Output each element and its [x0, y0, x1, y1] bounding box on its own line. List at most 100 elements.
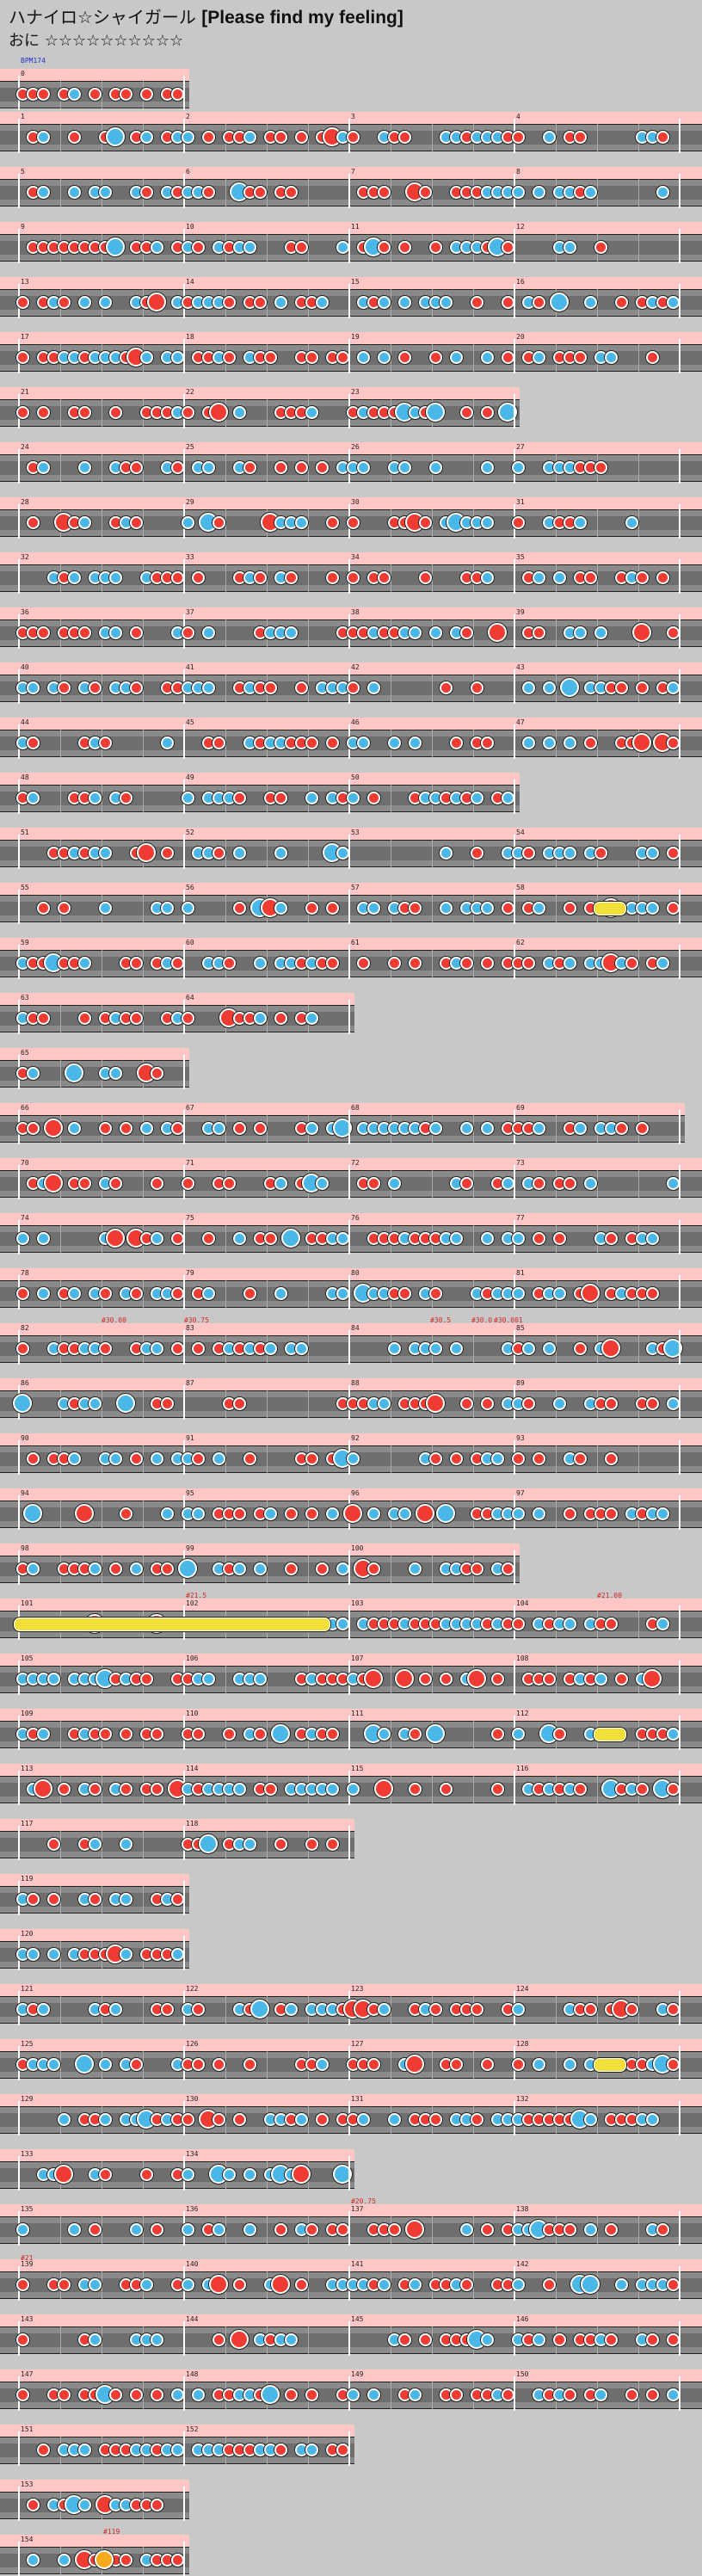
measure-number: 120 — [21, 1930, 34, 1938]
don-note — [108, 1176, 122, 1190]
don-note — [490, 1782, 504, 1796]
measure-number: 52 — [186, 829, 194, 836]
don-note — [129, 515, 143, 529]
measure-number: 97 — [516, 1489, 525, 1497]
gogo-band — [0, 2535, 189, 2547]
drumroll-bar — [594, 1728, 626, 1741]
gogo-band — [184, 1103, 685, 1115]
don-note — [449, 736, 463, 749]
ka-note — [253, 1011, 267, 1025]
don-note — [36, 901, 50, 915]
don-note — [604, 1507, 618, 1520]
don-note — [88, 2222, 102, 2236]
ka-note — [511, 1507, 525, 1520]
chart-row: 59 60 61 62 — [0, 938, 702, 979]
don-note — [191, 1727, 205, 1741]
beat-line — [60, 1060, 61, 1088]
beat-line — [308, 234, 309, 262]
ka-note — [150, 2333, 163, 2346]
measure-number: 113 — [21, 1765, 34, 1772]
ka-note — [88, 2333, 102, 2346]
gogo-band — [0, 222, 702, 234]
don-note — [563, 1507, 576, 1520]
measure-bar-line — [679, 1661, 680, 1695]
don-note — [346, 130, 360, 144]
don-note — [139, 2167, 153, 2181]
don-big-note — [343, 1504, 362, 1523]
don-note — [57, 295, 71, 309]
beat-line — [432, 124, 433, 151]
ka-note — [625, 515, 638, 529]
scroll-change-label: #30.001 — [494, 1316, 523, 1324]
ka-note — [366, 1507, 380, 1520]
drumroll-bar — [594, 2058, 626, 2072]
ka-note — [511, 460, 525, 474]
measure-bar-line — [679, 119, 680, 153]
don-note — [366, 791, 380, 804]
ka-note — [645, 901, 659, 915]
don-note — [294, 2277, 308, 2291]
don-note — [191, 1341, 205, 1355]
ka-note — [387, 1176, 401, 1190]
ka-big-note — [106, 237, 125, 256]
ka-note — [170, 2443, 184, 2456]
ka-note — [98, 2112, 112, 2126]
measure-number: 14 — [186, 278, 194, 286]
ka-note — [181, 2222, 194, 2236]
measure-number: 89 — [516, 1379, 525, 1387]
measure-number: 5 — [21, 168, 25, 176]
measure-bar-line — [679, 669, 680, 704]
measure-number: 22 — [186, 388, 194, 396]
gogo-band — [0, 828, 702, 840]
ka-note — [243, 2222, 256, 2236]
beat-line — [60, 1721, 61, 1748]
measure-number: 61 — [351, 939, 360, 946]
measure-number: 94 — [21, 1489, 29, 1497]
don-note — [470, 295, 483, 309]
chart-row: 94 95 96 97 — [0, 1488, 702, 1530]
beat-line — [308, 179, 309, 206]
don-note — [532, 1176, 545, 1190]
measure-number: 140 — [186, 2260, 199, 2268]
ka-note — [15, 2222, 29, 2236]
ka-note — [346, 2388, 360, 2401]
beat-line — [432, 2216, 433, 2244]
measure-number: 66 — [21, 1104, 29, 1112]
beat-line — [432, 1776, 433, 1803]
ka-note — [284, 2002, 298, 2016]
ka-note — [408, 736, 422, 749]
ka-note — [46, 1947, 60, 1961]
ka-note — [325, 1782, 339, 1796]
ka-note — [542, 681, 556, 694]
gogo-band — [0, 1433, 702, 1445]
don-big-note — [416, 1504, 434, 1523]
beat-line — [267, 234, 268, 262]
measure-bar-line — [679, 449, 680, 484]
ka-note — [181, 791, 194, 804]
ka-note — [583, 2112, 597, 2126]
don-note — [170, 2553, 184, 2567]
ka-note — [594, 626, 607, 639]
don-note — [284, 570, 298, 584]
beat-line — [267, 2051, 268, 2079]
beat-line — [308, 509, 309, 537]
ka-note — [67, 2222, 81, 2236]
measure-number: 84 — [351, 1324, 360, 1332]
measure-number: 48 — [21, 773, 29, 781]
ka-big-note — [65, 1063, 83, 1082]
ka-note — [480, 1231, 494, 1245]
don-note — [129, 1286, 143, 1300]
beat-line — [225, 509, 226, 537]
measure-bar-line — [348, 1330, 350, 1365]
chart-row: 17 18 19 20 — [0, 332, 702, 373]
measure-bar-line — [183, 339, 185, 373]
beat-line — [308, 1556, 309, 1583]
measure-number: 31 — [516, 498, 525, 506]
ka-note — [212, 1121, 225, 1135]
beat-line — [60, 454, 61, 482]
don-note — [428, 2112, 442, 2126]
chart-row: 55 56 57 58 — [0, 883, 702, 924]
beat-line — [473, 344, 474, 372]
ka-note — [480, 515, 494, 529]
ka-note — [614, 2277, 628, 2291]
